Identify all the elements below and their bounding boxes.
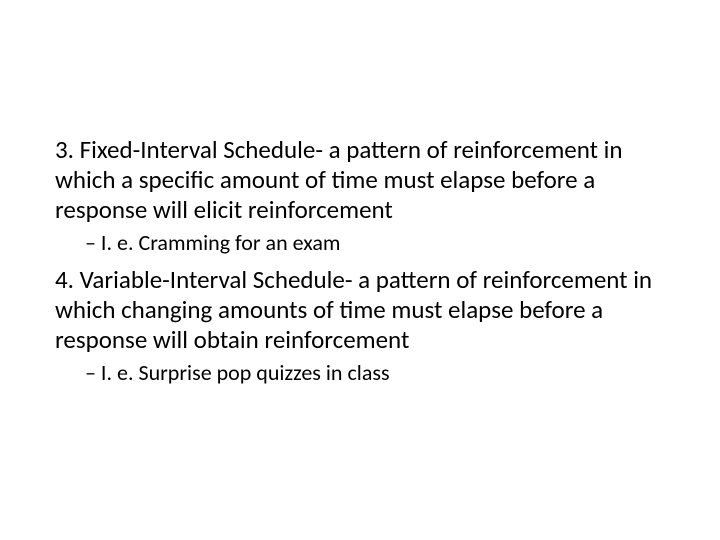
list-subitem: – I. e. Surprise pop quizzes in class bbox=[55, 359, 665, 387]
list-subitem: – I. e. Cramming for an exam bbox=[55, 229, 665, 257]
slide: 3. Fixed-Interval Schedule- a pattern of… bbox=[0, 0, 720, 540]
list-item: 3. Fixed-Interval Schedule- a pattern of… bbox=[55, 135, 665, 225]
list-item: 4. Variable-Interval Schedule- a pattern… bbox=[55, 265, 665, 355]
